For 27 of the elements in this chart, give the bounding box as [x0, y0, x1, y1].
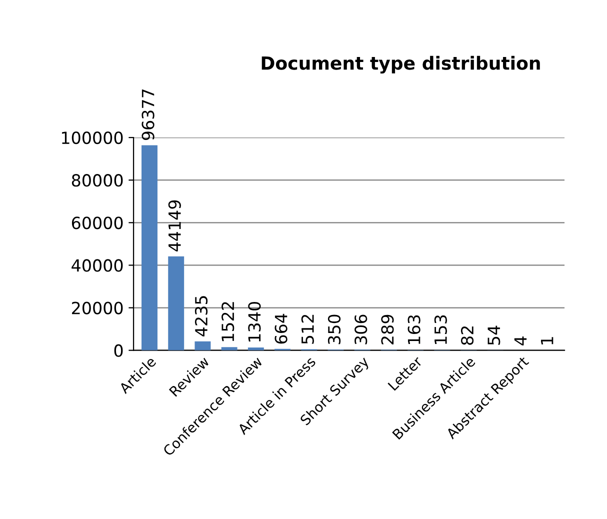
- data-label: 54: [488, 326, 500, 345]
- bar: [168, 256, 184, 350]
- data-label: 96377: [142, 89, 154, 140]
- data-label: 664: [274, 314, 288, 344]
- data-label: 163: [408, 315, 420, 344]
- data-label: 153: [434, 315, 447, 344]
- data-label: 289: [381, 314, 394, 344]
- y-tick-label: 20000: [72, 302, 123, 314]
- bar: [221, 347, 238, 350]
- bar: [194, 341, 211, 350]
- data-label: 350: [328, 314, 341, 344]
- data-label: 512: [301, 314, 314, 344]
- data-label: 4: [514, 336, 527, 346]
- data-label: 82: [460, 326, 474, 345]
- bar: [142, 145, 158, 350]
- data-label: 1522: [222, 302, 234, 342]
- y-tick-label: 100000: [62, 131, 123, 144]
- data-label: 4235: [194, 296, 208, 336]
- data-label: 1340: [248, 302, 261, 342]
- y-tick-label: 40000: [72, 259, 123, 272]
- chart-title: Document type distribution: [262, 56, 540, 74]
- y-tick-label: 60000: [72, 216, 123, 230]
- data-label: 306: [354, 314, 368, 344]
- y-tick-label: 80000: [72, 174, 123, 187]
- y-tick-label: 0: [114, 344, 123, 357]
- data-label: 44149: [168, 200, 181, 252]
- data-label: 1: [540, 337, 554, 344]
